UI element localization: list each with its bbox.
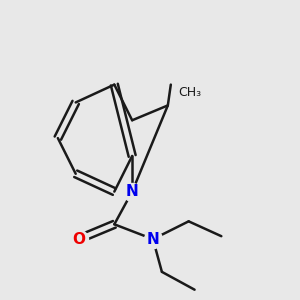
Text: CH₃: CH₃ — [178, 85, 202, 98]
Text: N: N — [147, 232, 159, 247]
Text: O: O — [72, 232, 85, 247]
Text: N: N — [126, 184, 139, 199]
